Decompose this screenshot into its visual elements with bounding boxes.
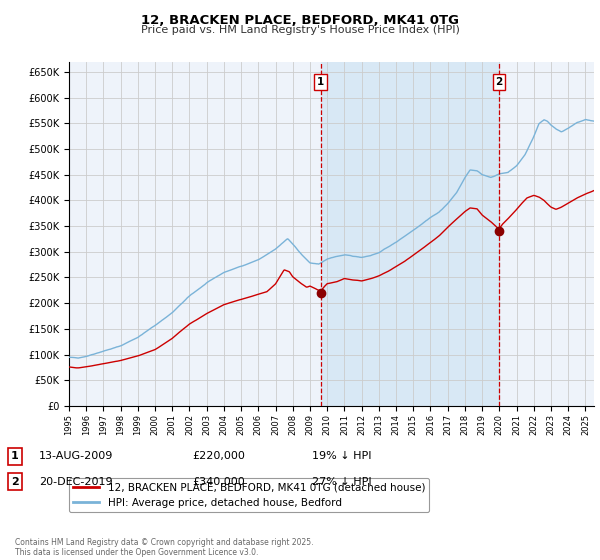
Bar — [320, 62, 499, 406]
Text: 20-DEC-2019: 20-DEC-2019 — [39, 477, 113, 487]
Text: 2: 2 — [495, 77, 502, 87]
Text: 1: 1 — [11, 451, 19, 461]
Text: 19% ↓ HPI: 19% ↓ HPI — [312, 451, 371, 461]
Text: 13-AUG-2009: 13-AUG-2009 — [39, 451, 113, 461]
Text: 27% ↓ HPI: 27% ↓ HPI — [312, 477, 371, 487]
Text: 12, BRACKEN PLACE, BEDFORD, MK41 0TG: 12, BRACKEN PLACE, BEDFORD, MK41 0TG — [141, 14, 459, 27]
Text: £220,000: £220,000 — [192, 451, 245, 461]
Text: Contains HM Land Registry data © Crown copyright and database right 2025.
This d: Contains HM Land Registry data © Crown c… — [15, 538, 314, 557]
Text: 1: 1 — [317, 77, 324, 87]
Legend: 12, BRACKEN PLACE, BEDFORD, MK41 0TG (detached house), HPI: Average price, detac: 12, BRACKEN PLACE, BEDFORD, MK41 0TG (de… — [69, 478, 429, 512]
Text: Price paid vs. HM Land Registry's House Price Index (HPI): Price paid vs. HM Land Registry's House … — [140, 25, 460, 35]
Text: 2: 2 — [11, 477, 19, 487]
Text: £340,000: £340,000 — [192, 477, 245, 487]
